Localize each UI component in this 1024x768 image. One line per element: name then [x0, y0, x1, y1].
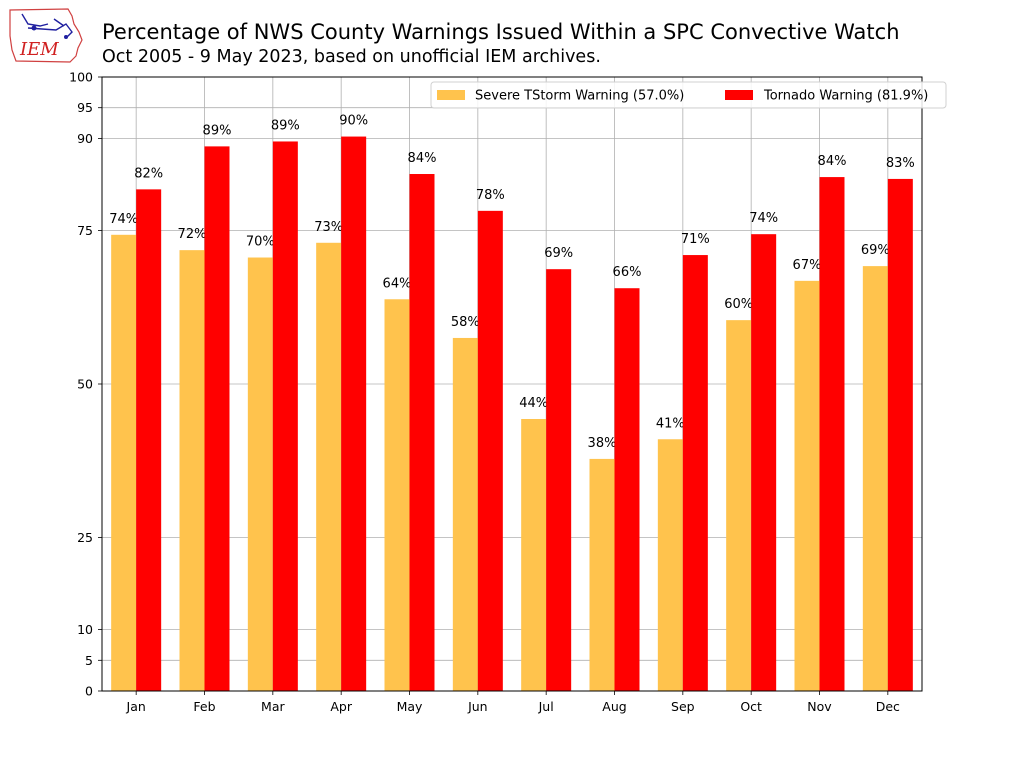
y-tick-label: 50 [77, 377, 93, 392]
bar-data-label: 38% [588, 436, 617, 451]
y-tick-label: 90 [77, 131, 93, 146]
bar-severe-tstorm-jun [452, 337, 478, 691]
y-tick-label: 25 [77, 530, 93, 545]
bar-tornado-dec [887, 178, 913, 691]
bar-data-label: 73% [314, 220, 343, 235]
x-tick-label: Apr [330, 699, 352, 714]
bar-data-label: 74% [109, 212, 138, 227]
chart-title: Percentage of NWS County Warnings Issued… [102, 20, 900, 44]
x-tick-label: Jun [467, 699, 488, 714]
bar-data-label: 41% [656, 416, 685, 431]
bar-severe-tstorm-jul [521, 418, 547, 691]
y-tick-label: 95 [77, 100, 93, 115]
bar-data-label: 44% [519, 396, 548, 411]
x-tick-label: Jan [126, 699, 146, 714]
x-tick-label: Oct [740, 699, 762, 714]
x-tick-label: Nov [807, 699, 832, 714]
bar-data-label: 58% [451, 315, 480, 330]
x-tick-label: Feb [193, 699, 215, 714]
legend-label: Tornado Warning (81.9%) [763, 89, 928, 104]
bar-data-label: 83% [886, 156, 915, 171]
y-tick-label: 75 [77, 223, 93, 238]
bar-severe-tstorm-dec [862, 266, 888, 691]
bar-data-label: 84% [818, 154, 847, 169]
iem-logo-graphic: IEM [9, 8, 83, 63]
legend-label: Severe TStorm Warning (57.0%) [475, 89, 684, 104]
x-tick-label: Sep [671, 699, 695, 714]
bar-data-label: 60% [724, 297, 753, 312]
bar-severe-tstorm-apr [316, 242, 342, 691]
y-tick-label: 100 [69, 70, 93, 85]
x-tick-label: Mar [261, 699, 285, 714]
bar-tornado-oct [751, 234, 777, 691]
chart-subtitle: Oct 2005 - 9 May 2023, based on unoffici… [102, 47, 601, 67]
bar-severe-tstorm-mar [247, 257, 273, 691]
bar-severe-tstorm-sep [657, 439, 683, 691]
y-tick-label: 0 [85, 684, 93, 699]
bar-data-label: 71% [681, 232, 710, 247]
x-tick-label: May [397, 699, 423, 714]
legend-swatch [725, 90, 753, 100]
bar-tornado-feb [204, 146, 230, 691]
bar-data-label: 78% [476, 188, 505, 203]
iem-logo: IEM [8, 6, 84, 64]
legend-swatch [437, 90, 465, 100]
bar-data-label: 66% [613, 265, 642, 280]
bar-data-label: 84% [408, 151, 437, 166]
x-tick-label: Jul [538, 699, 554, 714]
bar-tornado-aug [614, 288, 640, 691]
legend-box [430, 81, 947, 109]
bar-tornado-jul [546, 269, 572, 691]
bar-tornado-may [409, 174, 435, 692]
logo-text: IEM [19, 39, 59, 60]
bar-data-label: 89% [203, 123, 232, 138]
bar-tornado-sep [682, 255, 708, 691]
bar-severe-tstorm-may [384, 299, 410, 691]
bar-data-label: 69% [544, 246, 573, 261]
bar-severe-tstorm-nov [794, 280, 820, 691]
bar-tornado-mar [272, 141, 298, 692]
bar-data-label: 82% [134, 166, 163, 181]
bar-data-label: 69% [861, 243, 890, 258]
bar-data-label: 64% [383, 276, 412, 291]
bar-data-label: 89% [271, 118, 300, 133]
y-tick-label: 10 [77, 622, 93, 637]
bar-tornado-apr [341, 136, 367, 692]
bar-severe-tstorm-feb [179, 250, 205, 691]
bar-data-label: 90% [339, 114, 368, 129]
bar-tornado-jan [136, 189, 162, 691]
bar-severe-tstorm-aug [589, 458, 615, 691]
bar-data-label: 74% [749, 211, 778, 226]
bar-data-label: 70% [246, 235, 275, 250]
bar-tornado-jun [477, 210, 503, 692]
bar-severe-tstorm-jan [111, 234, 137, 691]
bar-severe-tstorm-oct [726, 320, 752, 691]
x-tick-label: Aug [602, 699, 626, 714]
y-tick-label: 5 [85, 653, 93, 668]
x-tick-label: Dec [876, 699, 900, 714]
bar-tornado-nov [819, 177, 845, 691]
plot-frame [101, 76, 923, 692]
bar-data-label: 67% [793, 258, 822, 273]
bar-data-label: 72% [178, 227, 207, 242]
